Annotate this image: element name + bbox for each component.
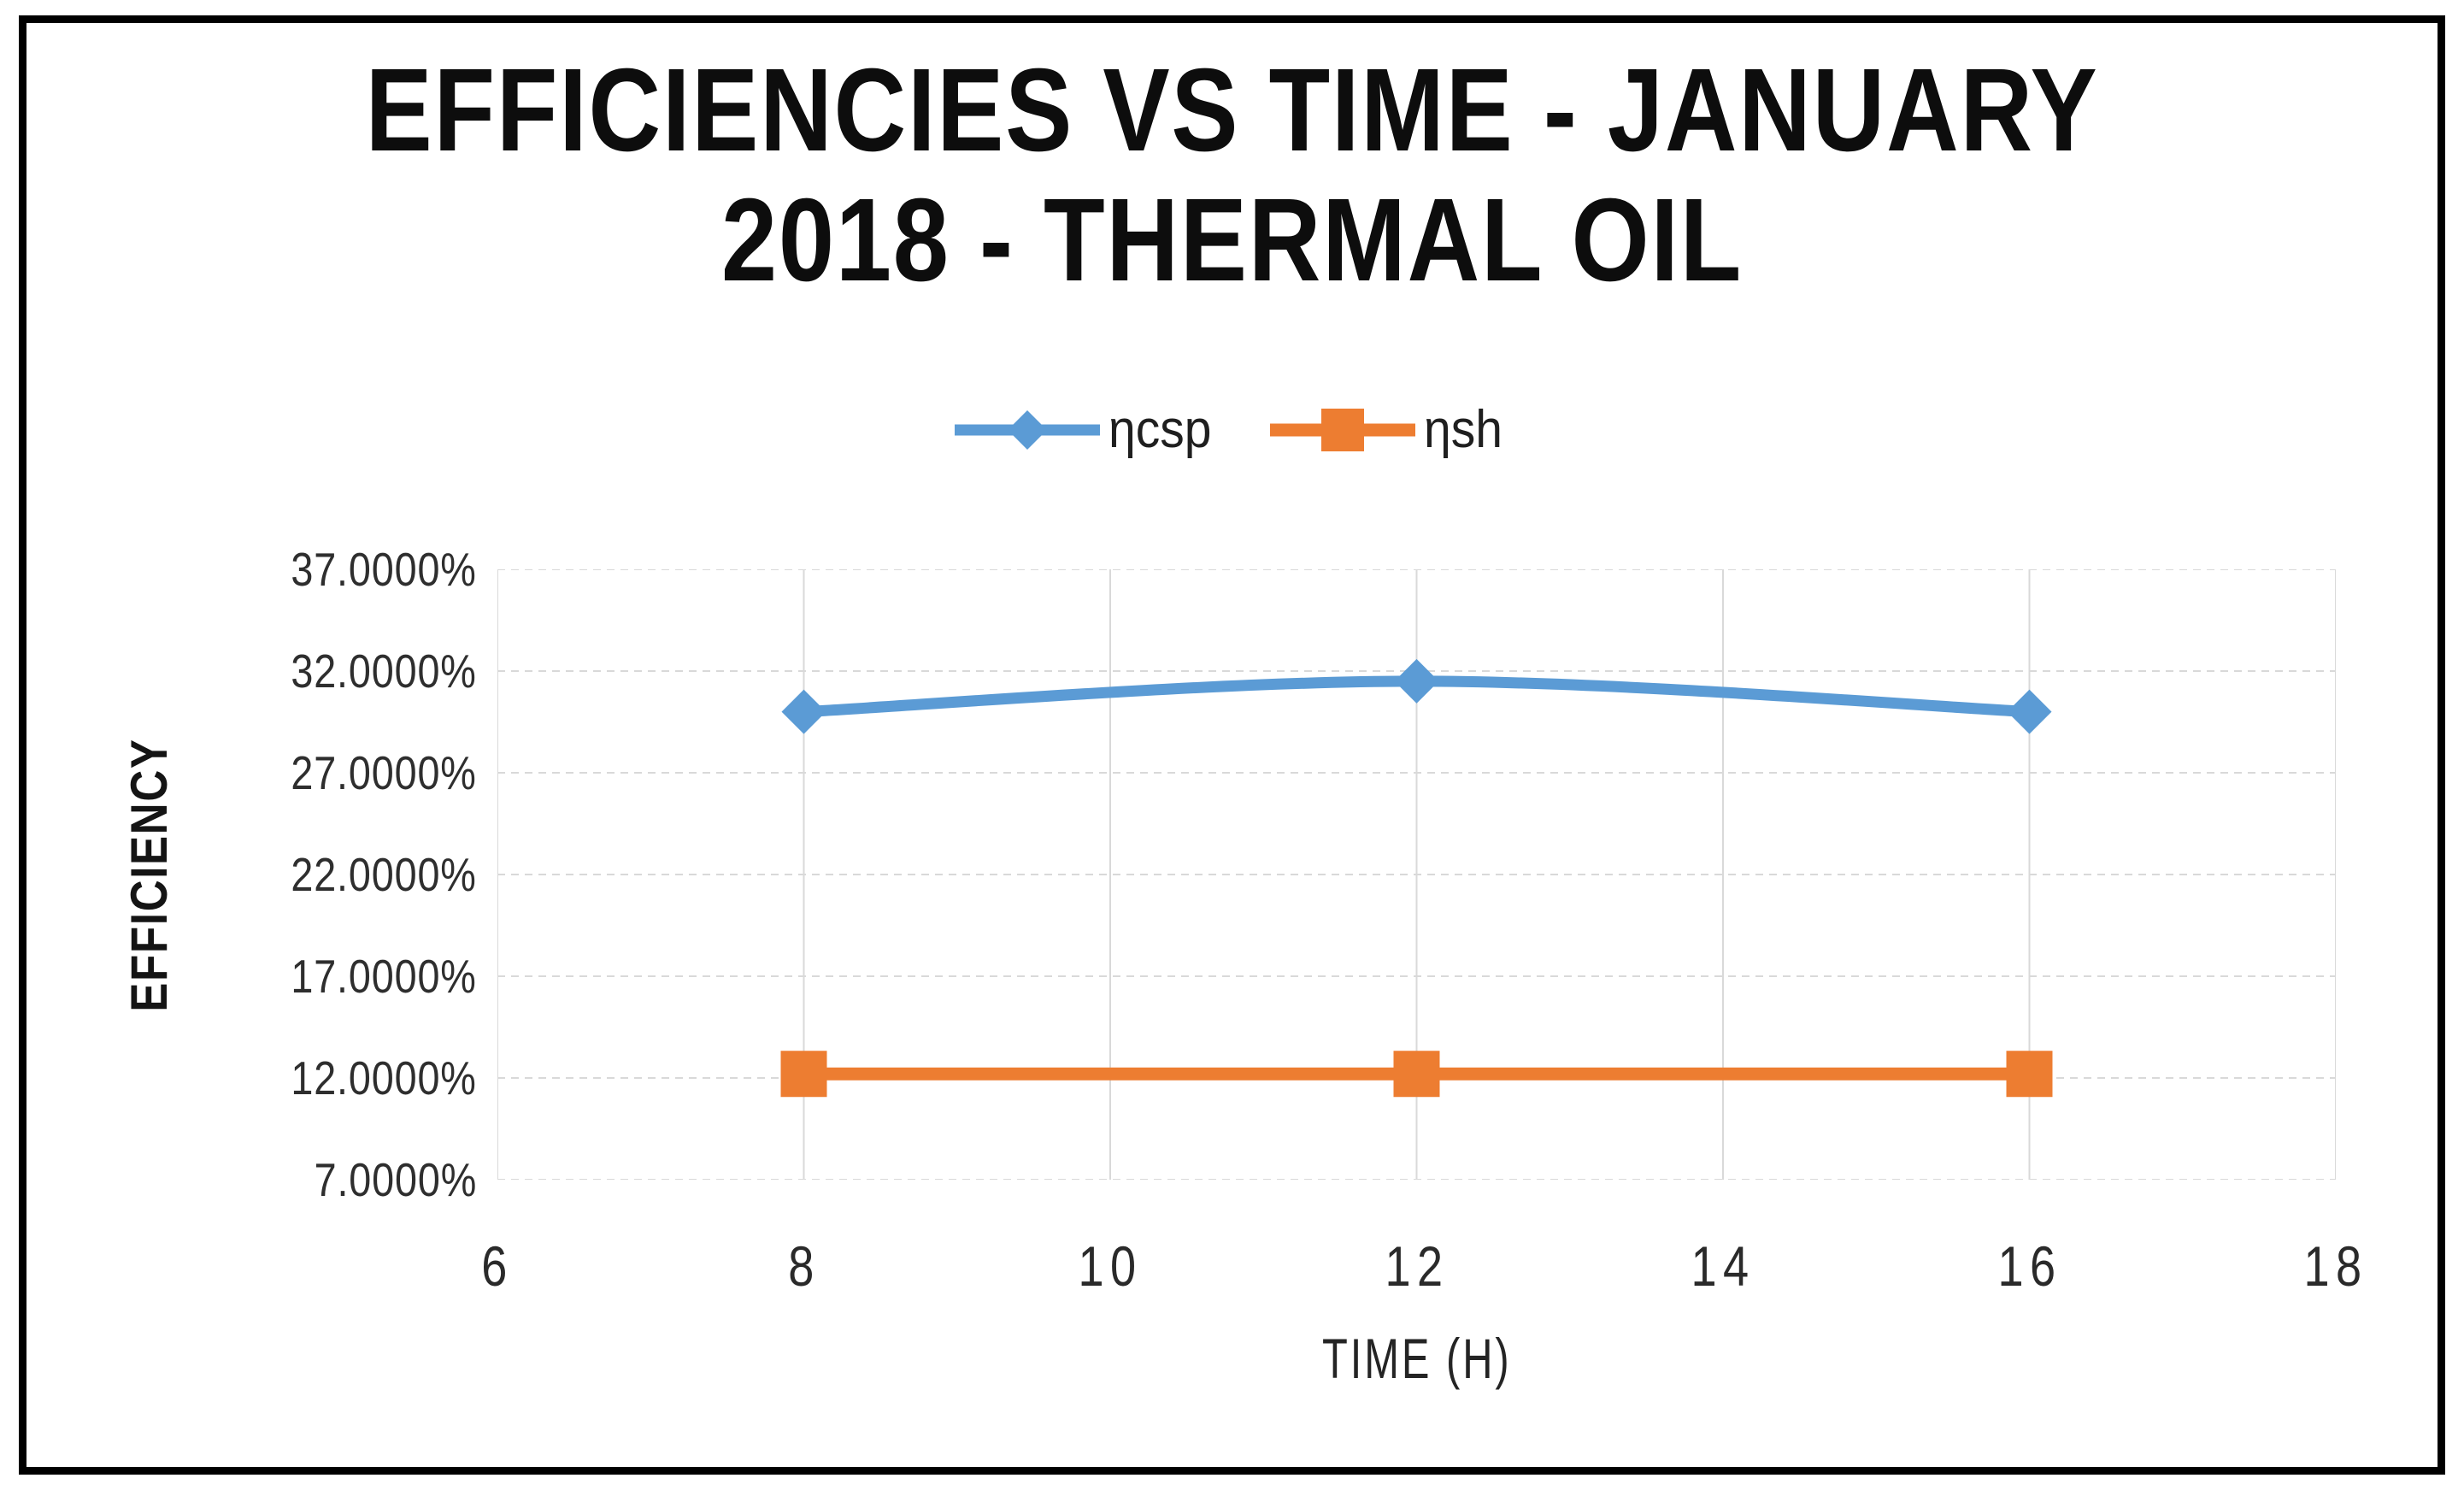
- legend-label-ncsp: ηcsp: [1109, 400, 1212, 459]
- data-point-square: [2006, 1051, 2053, 1098]
- plot-svg: [497, 569, 2336, 1180]
- y-tick-label: 37.0000%: [291, 543, 477, 596]
- y-tick-label: 22.0000%: [291, 848, 477, 901]
- data-point-diamond: [2007, 689, 2052, 734]
- x-tick-label: 12: [1385, 1234, 1449, 1298]
- x-tick-label: 16: [1997, 1234, 2061, 1298]
- x-tick-label: 10: [1078, 1234, 1143, 1298]
- x-axis-tick-labels: 6 8 10 12 14 16 18: [481, 1234, 2361, 1302]
- y-axis-tick-labels: 37.0000% 32.0000% 27.0000% 22.0000% 17.0000%…: [26, 543, 477, 1206]
- data-point-square: [780, 1051, 827, 1098]
- y-tick-label: 17.0000%: [291, 950, 477, 1003]
- chart-title-line-1: EFFICIENCIES VS TIME - JANUARY: [365, 44, 2099, 176]
- data-point-diamond: [781, 689, 826, 734]
- y-tick-label: 27.0000%: [291, 746, 477, 799]
- x-tick-label: 8: [787, 1234, 820, 1298]
- chart-title: EFFICIENCIES VS TIME - JANUARY 2018 - TH…: [26, 45, 2438, 305]
- plot-area: [497, 569, 2336, 1180]
- legend-square-marker-icon: [1270, 408, 1415, 451]
- x-tick-label: 6: [481, 1234, 514, 1298]
- legend-label-nsh: ηsh: [1424, 400, 1503, 459]
- y-tick-label: 7.0000%: [314, 1153, 477, 1206]
- chart-title-line-2: 2018 - THERMAL OIL: [720, 174, 1744, 306]
- data-point-square: [1393, 1051, 1440, 1098]
- legend: ηcsp ηsh: [26, 399, 2438, 460]
- x-axis-title: TIME (H): [1321, 1327, 1512, 1390]
- data-point-diamond: [1394, 658, 1439, 704]
- legend-diamond-marker-icon: [955, 409, 1101, 450]
- x-tick-label: 14: [1691, 1234, 1755, 1298]
- legend-item-ncsp: ηcsp: [955, 399, 1220, 460]
- x-tick-label: 18: [2303, 1234, 2368, 1298]
- y-tick-label: 32.0000%: [291, 645, 477, 698]
- chart-frame: EFFICIENCIES VS TIME - JANUARY 2018 - TH…: [19, 15, 2445, 1475]
- y-tick-label: 12.0000%: [291, 1051, 477, 1104]
- legend-item-nsh: ηsh: [1270, 399, 1509, 460]
